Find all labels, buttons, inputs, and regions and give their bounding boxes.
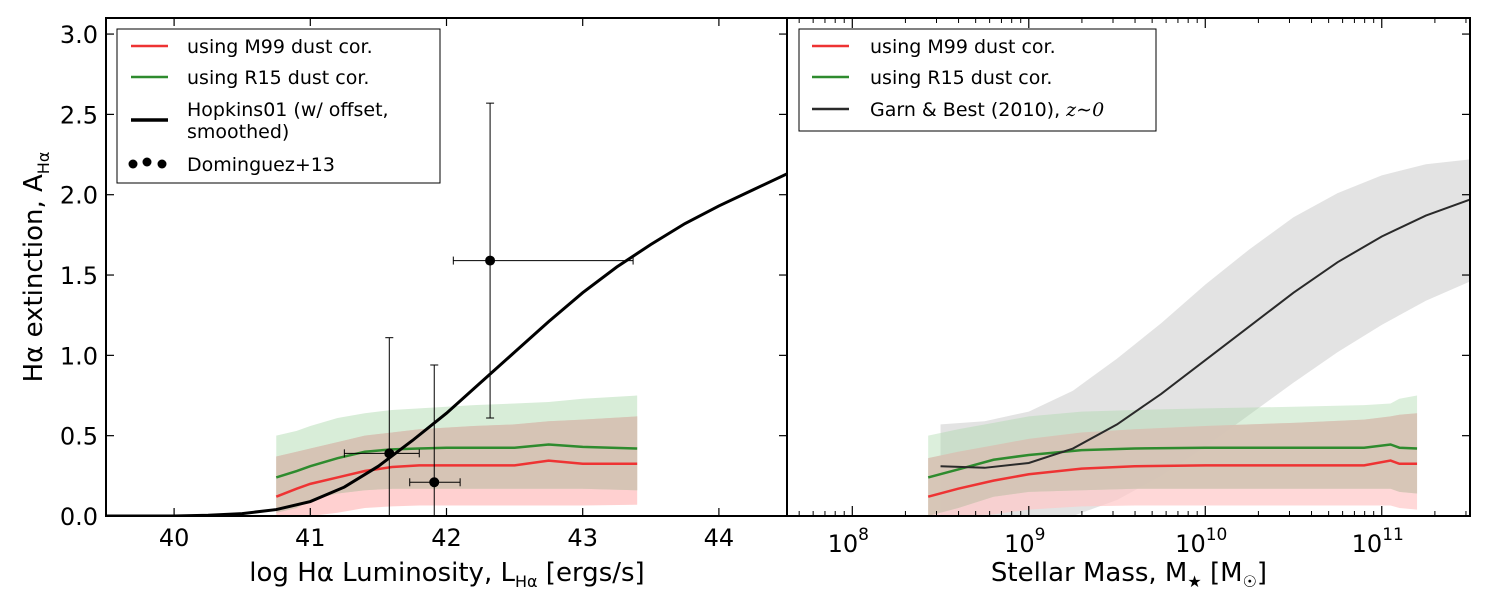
dominguez-marker [429, 477, 440, 488]
ytick-label: 2.5 [60, 101, 98, 129]
left-legend-m99-label: using M99 dust cor. [187, 36, 373, 58]
right-panel-frame [786, 17, 1471, 517]
right-legend-box [798, 28, 1157, 132]
right-xtick-label: 1011 [1352, 525, 1404, 558]
right-x-axis-label: Stellar Mass, M★ [M☉] [991, 558, 1267, 591]
left-m99-line [275, 459, 638, 498]
left-legend-r15-label: using R15 dust cor. [187, 67, 369, 89]
left-axis-ticks: 40 41 42 43 44 0.0 0.5 1.0 1.5 2.0 2.5 3.0 [60, 18, 787, 552]
left-xtick-label: 43 [567, 524, 598, 552]
left-xtick-label: 42 [431, 524, 462, 552]
left-r15-line [275, 443, 638, 479]
right-legend-garn-label: Garn & Best (2010), z∼0 [870, 99, 1104, 121]
left-plot-area [106, 102, 787, 516]
left-legend-dominguez-label: Dominguez+13 [187, 154, 335, 176]
dominguez-marker [384, 448, 395, 459]
ytick-label: 3.0 [60, 21, 98, 49]
right-garn-band [940, 159, 1470, 516]
right-legend: using M99 dust cor. using R15 dust cor. … [798, 28, 1157, 132]
ytick-label: 0.5 [60, 423, 98, 451]
dominguez-point-3 [452, 102, 634, 419]
left-legend-dominguez-dot [157, 159, 167, 169]
dominguez-point-1 [343, 337, 420, 516]
right-garn-line [940, 198, 1470, 469]
left-xtick-label: 40 [159, 524, 190, 552]
dominguez-point-2 [409, 364, 461, 516]
left-legend-dominguez-dot [128, 159, 138, 169]
right-plot-area [927, 159, 1470, 516]
left-legend-hopkins-label: Hopkins01 (w/ offset, [187, 99, 389, 121]
right-m99-line [927, 459, 1418, 498]
dominguez-marker [485, 255, 496, 266]
ytick-label: 1.0 [60, 342, 98, 370]
left-xtick-label: 41 [295, 524, 326, 552]
y-axis-label: Hα extinction, AHα [19, 152, 53, 383]
right-xtick-label: 109 [1004, 525, 1045, 558]
ytick-label: 1.5 [60, 262, 98, 290]
right-r15-line [927, 443, 1418, 479]
ytick-label: 0.0 [60, 503, 98, 531]
right-xtick-label: 108 [828, 525, 869, 558]
left-legend: using M99 dust cor. using R15 dust cor. … [116, 28, 441, 184]
right-legend-r15-label: using R15 dust cor. [870, 67, 1052, 89]
left-panel: 40 41 42 43 44 0.0 0.5 1.0 1.5 2.0 2.5 3.0 log Hα L… [60, 17, 788, 591]
left-legend-box [116, 28, 441, 184]
left-hopkins-line [106, 172, 787, 516]
left-xtick-label: 44 [704, 524, 735, 552]
ytick-label: 2.0 [60, 182, 98, 210]
right-axis-ticks: 108 109 1010 1011 [798, 18, 1470, 558]
left-x-axis-label: log Hα Luminosity, LHα [ergs/s] [249, 558, 644, 591]
left-legend-dominguez-dot [142, 157, 152, 167]
right-xtick-label: 1010 [1175, 525, 1227, 558]
right-panel: 108 109 1010 1011 Stellar Mass, M★ [M☉] usi… [786, 17, 1471, 591]
right-legend-m99-label: using M99 dust cor. [870, 36, 1056, 58]
left-legend-hopkins-label-line2: smoothed) [187, 121, 289, 143]
